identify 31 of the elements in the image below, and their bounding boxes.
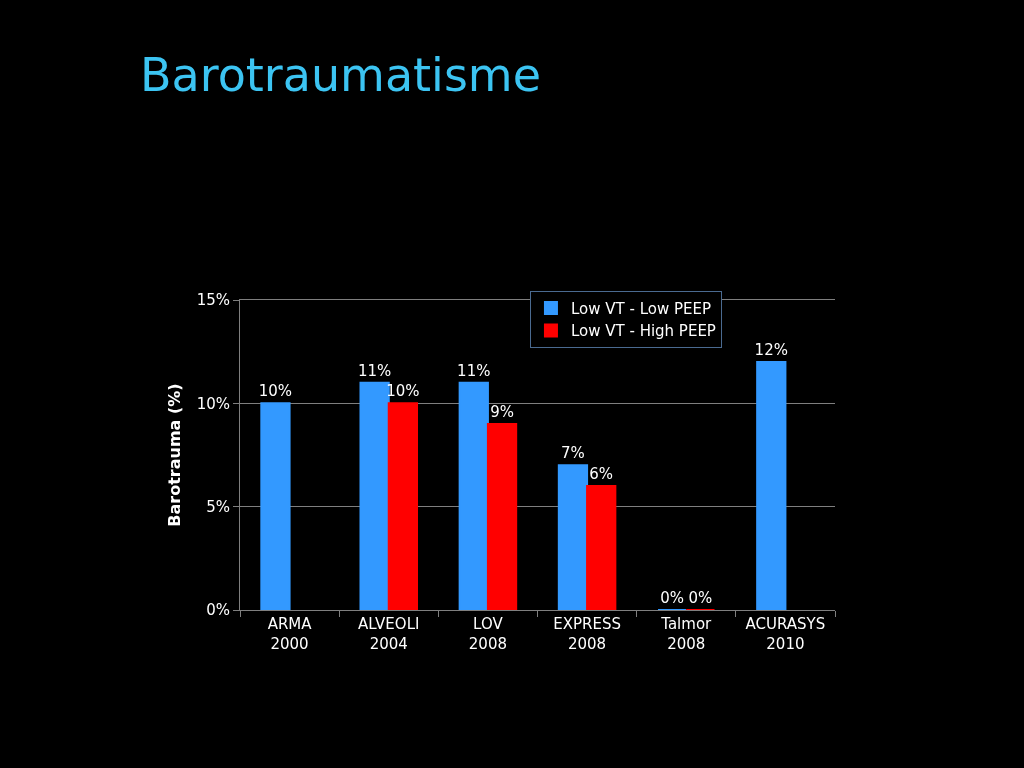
x-tick-label: ALVEOLI 2004 [358, 615, 420, 653]
y-tick-label: 5% [206, 497, 230, 516]
data-label: 0% [688, 589, 713, 607]
bar [586, 485, 617, 610]
bar [359, 381, 390, 610]
bar [557, 464, 589, 610]
y-tick-label: 0% [206, 601, 230, 620]
bar [387, 402, 419, 610]
data-label: 10% [258, 382, 293, 401]
data-label: 6% [589, 465, 614, 483]
y-tick-label: 15% [196, 291, 230, 310]
y-axis-title: Barotrauma (%) [164, 383, 184, 527]
data-label: 7% [561, 444, 585, 463]
legend-label: Low VT - High PEEP [570, 322, 716, 341]
x-tick-label: ACURASYS 2010 [745, 615, 826, 653]
bar [260, 402, 291, 610]
bar [458, 381, 489, 610]
data-label: 0% [660, 589, 685, 607]
data-label: 12% [754, 341, 788, 359]
chart-title: Barotraumatisme [140, 48, 541, 103]
data-label: 9% [490, 403, 514, 421]
bar [756, 361, 787, 610]
data-label: 11% [457, 361, 491, 380]
x-tick-label: LOV 2008 [468, 615, 508, 653]
legend-label: Low VT - Low PEEP [570, 299, 711, 318]
x-tick-label: ARMA 2000 [267, 615, 313, 653]
x-tick-label: Talmor 2008 [660, 615, 713, 653]
data-label: 11% [357, 361, 392, 380]
bar [486, 423, 518, 610]
y-tick-label: 10% [196, 394, 230, 413]
x-tick-label: EXPRESS 2008 [553, 615, 621, 653]
